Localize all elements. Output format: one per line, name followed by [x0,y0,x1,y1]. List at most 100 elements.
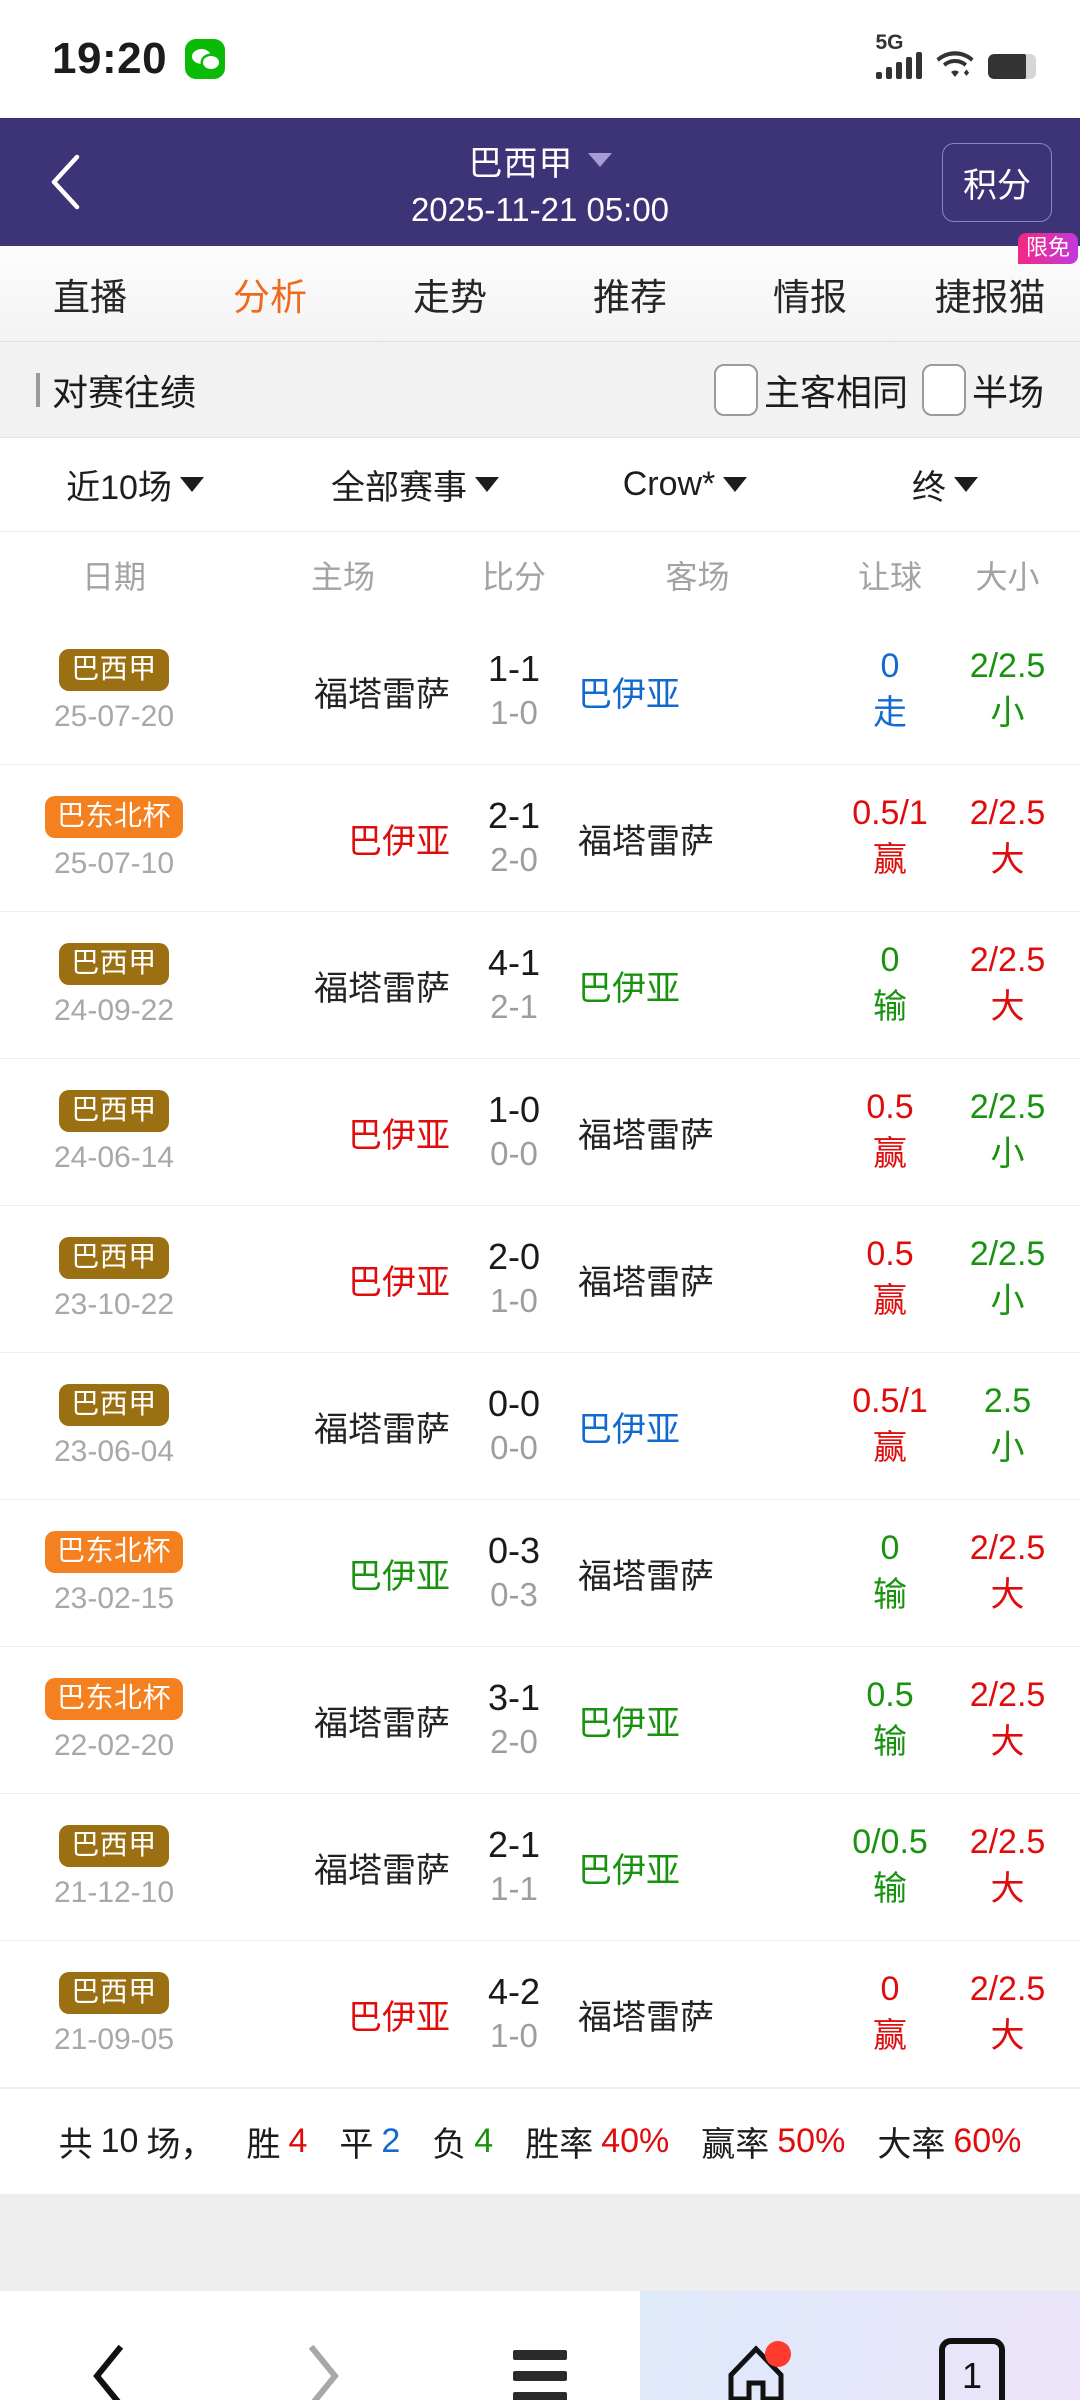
checkbox-same-venue-label: 主客相同 [763,371,908,413]
cell-home-team: 巴伊亚 [228,1108,458,1157]
nav-tabs-button[interactable]: 1 [864,2291,1080,2400]
cell-away-team: 巴伊亚 [570,667,825,716]
overunder-result: 小 [990,1429,1025,1468]
filter-bookmaker[interactable]: Crow* [560,465,810,504]
nav-menu-button[interactable] [432,2291,648,2400]
away-team-name: 福塔雷萨 [578,1116,714,1155]
chevron-down-icon [179,477,204,492]
cell-score: 2-1 2-0 [458,797,570,879]
filter-competition[interactable]: 全部赛事 [270,460,560,509]
table-row[interactable]: 巴西甲 21-12-10 福塔雷萨 2-1 1-1 巴伊亚 0/0.5 输 2/2.5 大 [0,1794,1080,1941]
status-bar-right: 5G [875,31,1036,79]
home-team-name: 巴伊亚 [348,1998,450,2037]
league-selector[interactable]: 巴西甲 [469,136,612,185]
cell-score: 3-1 2-0 [458,1679,570,1761]
column-header-away: 客场 [665,559,730,595]
away-team-name: 巴伊亚 [578,1851,680,1890]
checkbox-same-venue[interactable]: 主客相同 [713,363,908,416]
nav-forward-button[interactable] [216,2291,432,2400]
table-row[interactable]: 巴东北杯 25-07-10 巴伊亚 2-1 2-0 福塔雷萨 0.5/1 赢 2/2.5 大 [0,765,1080,912]
home-team-name: 福塔雷萨 [314,675,450,714]
tab-trend[interactable]: 走势 [413,276,487,318]
tab-jiebaomao[interactable]: 捷报猫 限免 [900,232,1080,321]
away-team-name: 巴伊亚 [578,1410,680,1449]
tab-count-badge: 1 [939,2338,1005,2400]
standings-button[interactable]: 积分 [942,142,1052,222]
table-row[interactable]: 巴西甲 24-09-22 福塔雷萨 4-1 2-1 巴伊亚 0 输 2/2.5 大 [0,912,1080,1059]
cell-handicap: 0.5 赢 [825,1236,955,1322]
table-row[interactable]: 巴西甲 24-06-14 巴伊亚 1-0 0-0 福塔雷萨 0.5 赢 2/2.5 小 [0,1059,1080,1206]
checkbox-box-icon[interactable] [921,363,966,416]
halftime-score: 2-1 [490,987,538,1025]
halftime-score: 1-1 [490,1869,538,1907]
handicap-result: 赢 [873,2017,907,2056]
handicap-result: 赢 [873,841,907,880]
tab-live[interactable]: 直播 [53,276,127,318]
table-row[interactable]: 巴西甲 21-09-05 巴伊亚 4-2 1-0 福塔雷萨 0 赢 2/2.5 大 [0,1941,1080,2088]
cell-away-team: 福塔雷萨 [570,814,825,863]
summary-handicaprate-label: 赢率 [701,2126,770,2164]
tab-recommend[interactable]: 推荐 [593,276,667,318]
table-row[interactable]: 巴东北杯 23-02-15 巴伊亚 0-3 0-3 福塔雷萨 0 输 2/2.5 大 [0,1500,1080,1647]
handicap-line: 0.5 [866,1087,914,1126]
handicap-line: 0 [880,1528,900,1567]
summary-loss-label: 负 [432,2126,467,2164]
handicap-line: 0 [880,1969,900,2008]
checkbox-box-icon[interactable] [713,363,758,416]
table-row[interactable]: 巴东北杯 22-02-20 福塔雷萨 3-1 2-0 巴伊亚 0.5 输 2/2.5 大 [0,1647,1080,1794]
halftime-score: 2-0 [490,1722,538,1760]
filter-competition-label: 全部赛事 [331,469,467,507]
filter-period[interactable]: 终 [810,460,1080,509]
match-date: 21-09-05 [53,2022,175,2056]
cell-date: 巴东北杯 22-02-20 [0,1677,228,1763]
cell-date: 巴西甲 21-09-05 [0,1971,228,2057]
fulltime-score: 2-1 [487,1824,541,1866]
handicap-result: 输 [873,988,907,1027]
overunder-result: 大 [990,1870,1025,1909]
match-date: 24-09-22 [53,993,175,1027]
cell-over-under: 2/2.5 大 [955,795,1080,881]
summary-total-unit: 场， [146,2126,215,2164]
handicap-result: 赢 [873,1429,907,1468]
match-date: 25-07-10 [53,846,175,880]
fulltime-score: 2-1 [487,795,541,837]
cell-date: 巴东北杯 25-07-10 [0,795,228,881]
home-team-name: 福塔雷萨 [314,969,450,1008]
summary-win-label: 胜 [246,2126,281,2164]
nav-home-button[interactable] [648,2291,864,2400]
header-back-icon[interactable] [36,152,96,212]
table-row[interactable]: 巴西甲 23-06-04 福塔雷萨 0-0 0-0 巴伊亚 0.5/1 赢 2.5 小 [0,1353,1080,1500]
checkbox-half-time[interactable]: 半场 [921,363,1044,416]
table-row[interactable]: 巴西甲 25-07-20 福塔雷萨 1-1 1-0 巴伊亚 0 走 2/2.5 小 [0,618,1080,765]
cell-away-team: 福塔雷萨 [570,1990,825,2039]
league-badge: 巴西甲 [59,648,169,691]
summary-total-label: 共 [58,2126,93,2164]
nav-back-button[interactable] [0,2291,216,2400]
table-row[interactable]: 巴西甲 23-10-22 巴伊亚 2-0 1-0 福塔雷萨 0.5 赢 2/2.5 小 [0,1206,1080,1353]
cell-date: 巴西甲 21-12-10 [0,1824,228,1910]
tab-intel[interactable]: 情报 [773,276,847,318]
header-title: 巴西甲 [468,144,574,183]
tab-jiebaomao-label: 捷报猫 [934,276,1046,318]
cell-over-under: 2/2.5 大 [955,942,1080,1028]
cell-home-team: 巴伊亚 [228,1990,458,2039]
section-header: 对赛往绩 主客相同 半场 [0,342,1080,438]
halftime-score: 0-3 [490,1575,538,1613]
overunder-line: 2/2.5 [969,1528,1046,1567]
handicap-line: 0 [880,646,900,685]
filter-match-count[interactable]: 近10场 [0,460,270,509]
summary-winrate-label: 胜率 [525,2126,594,2164]
overunder-line: 2/2.5 [969,1822,1046,1861]
chevron-down-icon [954,477,978,492]
tab-analysis[interactable]: 分析 [233,276,307,318]
chevron-down-icon [723,477,748,492]
overunder-line: 2/2.5 [969,1234,1046,1273]
overunder-result: 大 [990,988,1025,1027]
handicap-line: 0.5/1 [852,1381,928,1420]
overunder-line: 2/2.5 [969,1087,1046,1126]
header-title-block: 巴西甲 2025-11-21 05:00 [0,118,1080,246]
handicap-result: 赢 [873,1135,907,1174]
